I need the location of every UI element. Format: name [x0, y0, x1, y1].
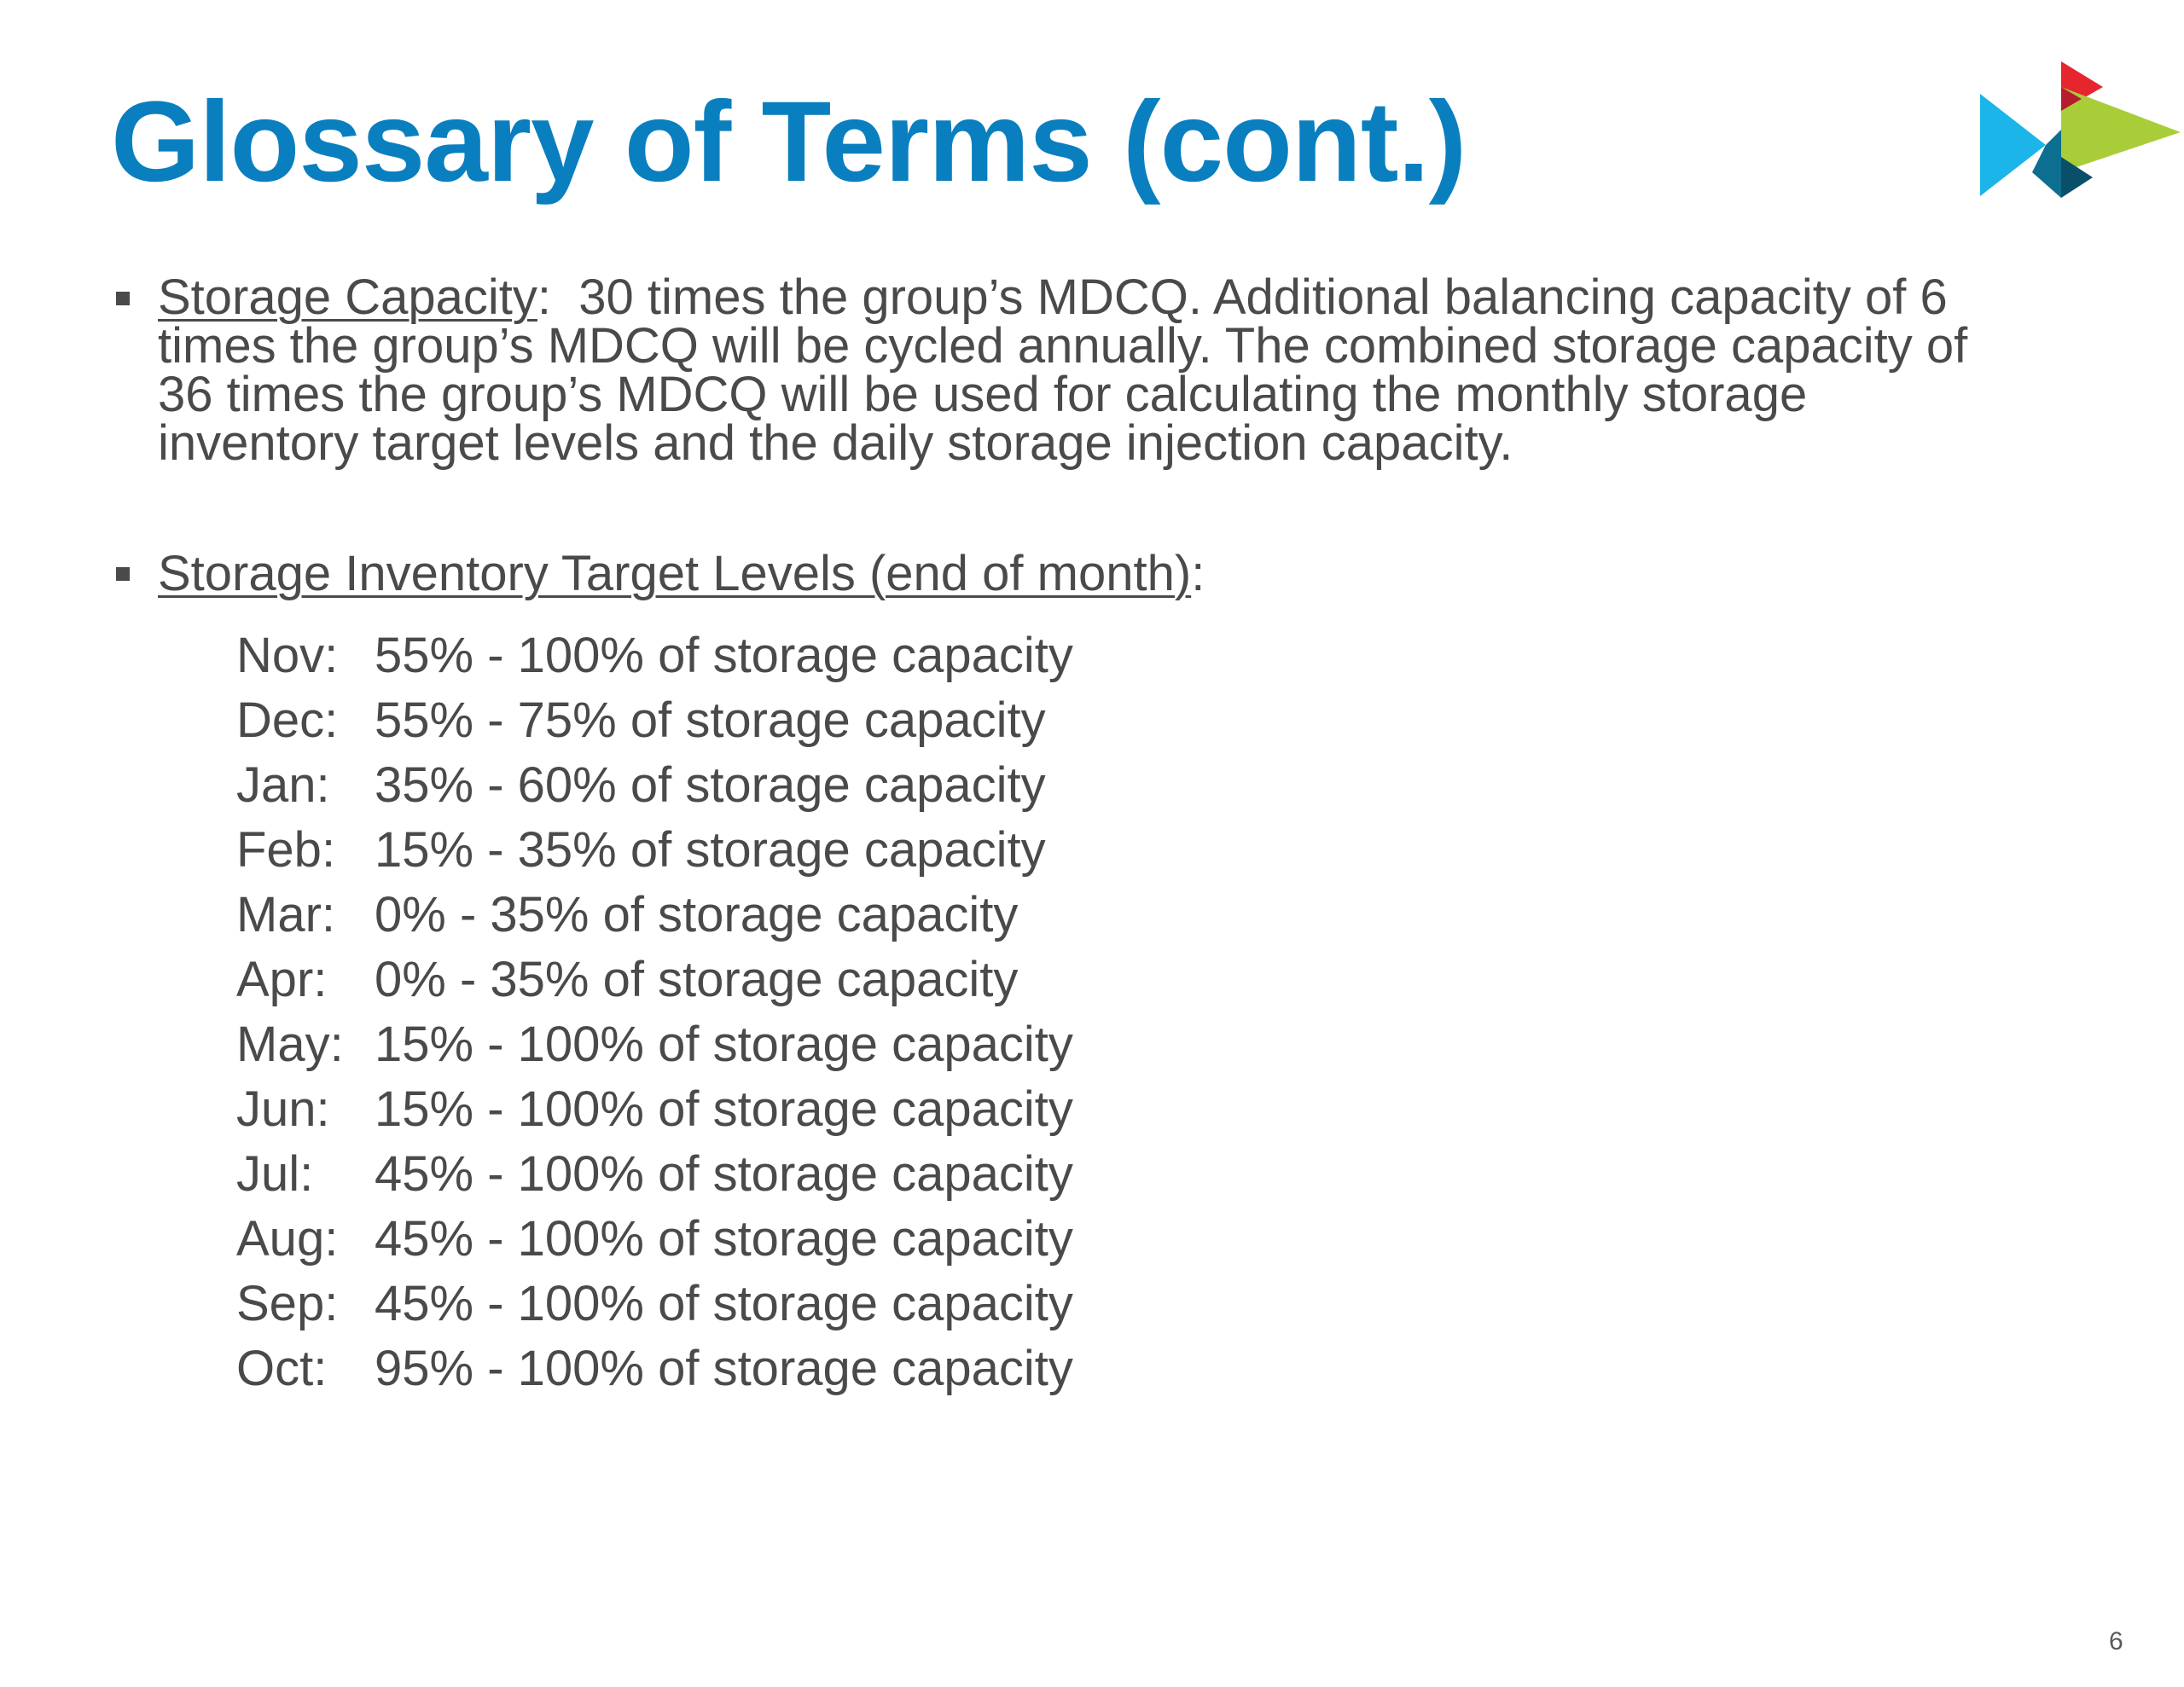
term-target-levels: Storage Inventory Target Levels (end of … — [158, 546, 1192, 601]
list-item: Dec: 55% - 75% of storage capacity — [236, 688, 2030, 753]
month-range: 15% - 35% of storage capacity — [375, 822, 1046, 878]
month-range: 45% - 100% of storage capacity — [375, 1276, 1073, 1331]
page-number: 6 — [2109, 1627, 2123, 1655]
month-label: Oct: — [236, 1341, 328, 1396]
month-range: 55% - 100% of storage capacity — [375, 628, 1073, 683]
list-item: Jan: 35% - 60% of storage capacity — [236, 753, 2030, 818]
month-range: 0% - 35% of storage capacity — [375, 952, 1019, 1007]
month-label: Jul: — [236, 1146, 314, 1202]
month-range: 15% - 100% of storage capacity — [375, 1017, 1073, 1072]
logo-green-triangle — [2061, 87, 2181, 172]
month-range: 15% - 100% of storage capacity — [375, 1081, 1073, 1137]
company-logo-icon — [1980, 61, 2181, 198]
month-range: 0% - 35% of storage capacity — [375, 887, 1019, 942]
month-range: 45% - 100% of storage capacity — [375, 1146, 1073, 1202]
storage-capacity-definition: 30 times the group’s MDCQ. Additional ba… — [158, 270, 1982, 471]
month-label: Nov: — [236, 628, 339, 683]
slide-body: Storage Capacity: 30 times the group’s M… — [111, 273, 2030, 1401]
month-label: Jan: — [236, 757, 330, 813]
month-label: Feb: — [236, 822, 336, 878]
month-label: Jun: — [236, 1081, 330, 1137]
list-item: May: 15% - 100% of storage capacity — [236, 1012, 2030, 1077]
slide-title: Glossary of Terms (cont.) — [111, 78, 1467, 206]
list-item: Nov: 55% - 100% of storage capacity — [236, 623, 2030, 688]
month-label: Sep: — [236, 1276, 339, 1331]
logo-teal-triangle — [2032, 130, 2061, 198]
bullet-square-icon — [116, 567, 130, 581]
bullet-storage-capacity: Storage Capacity: 30 times the group’s M… — [111, 270, 2018, 468]
month-label: Mar: — [236, 887, 335, 942]
month-range: 55% - 75% of storage capacity — [375, 693, 1046, 748]
month-label: Dec: — [236, 693, 339, 748]
logo-dark-teal-facet — [2061, 157, 2093, 198]
list-item: Apr: 0% - 35% of storage capacity — [236, 948, 2030, 1012]
list-item: Oct: 95% - 100% of storage capacity — [236, 1336, 2030, 1401]
list-item: Jun: 15% - 100% of storage capacity — [236, 1077, 2030, 1142]
month-label: Aug: — [236, 1211, 339, 1267]
list-item: Mar: 0% - 35% of storage capacity — [236, 883, 2030, 948]
term-storage-capacity: Storage Capacity — [158, 270, 537, 325]
term-separator: : — [1191, 546, 1205, 601]
month-label: Apr: — [236, 952, 328, 1007]
month-label: May: — [236, 1017, 344, 1072]
bullet-target-levels: Storage Inventory Target Levels (end of … — [111, 548, 2030, 600]
month-range: 35% - 60% of storage capacity — [375, 757, 1046, 813]
list-item: Feb: 15% - 35% of storage capacity — [236, 818, 2030, 883]
logo-blue-triangle — [1980, 94, 2046, 196]
list-item: Jul: 45% - 100% of storage capacity — [236, 1142, 2030, 1207]
month-range: 45% - 100% of storage capacity — [375, 1211, 1073, 1267]
logo-dark-red-facet — [2061, 87, 2082, 111]
target-levels-list: Nov: 55% - 100% of storage capacity Dec: 5… — [236, 623, 2030, 1401]
list-item: Sep: 45% - 100% of storage capacity — [236, 1272, 2030, 1336]
list-item: Aug: 45% - 100% of storage capacity — [236, 1207, 2030, 1272]
term-separator: : — [537, 270, 552, 325]
bullet-square-icon — [116, 292, 130, 305]
month-range: 95% - 100% of storage capacity — [375, 1341, 1073, 1396]
